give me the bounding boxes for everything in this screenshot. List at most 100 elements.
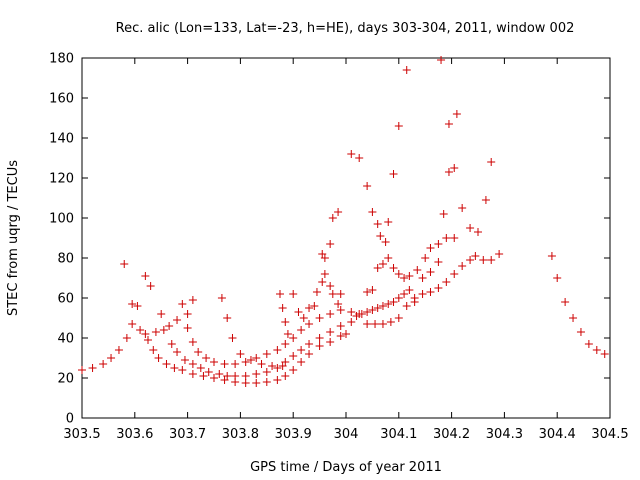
data-point-133 xyxy=(394,122,403,130)
data-point-31 xyxy=(315,342,324,350)
data-point-71 xyxy=(252,370,261,378)
data-point-77 xyxy=(305,340,314,348)
x-tick-label: 304 xyxy=(334,427,359,442)
data-point-149 xyxy=(363,288,372,296)
data-point-65 xyxy=(196,364,205,372)
data-point-177 xyxy=(426,268,435,276)
data-point-120 xyxy=(389,298,398,306)
data-point-180 xyxy=(444,168,453,176)
data-point-167 xyxy=(481,196,490,204)
data-point-192 xyxy=(600,350,609,358)
data-point-176 xyxy=(418,274,427,282)
data-point-38 xyxy=(165,322,174,330)
data-point-33 xyxy=(336,332,345,340)
data-point-132 xyxy=(389,170,398,178)
data-point-15 xyxy=(162,360,171,368)
data-point-18 xyxy=(188,370,197,378)
x-tick-label: 303.7 xyxy=(169,427,206,442)
data-point-30 xyxy=(305,350,314,358)
data-point-7 xyxy=(128,300,137,308)
data-point-62 xyxy=(173,348,182,356)
data-point-190 xyxy=(584,340,593,348)
x-tick-label: 303.8 xyxy=(222,427,259,442)
data-point-64 xyxy=(188,360,197,368)
data-point-155 xyxy=(394,270,403,278)
data-point-108 xyxy=(328,214,337,222)
data-point-184 xyxy=(437,56,446,64)
data-point-81 xyxy=(188,296,197,304)
data-point-60 xyxy=(157,310,166,318)
data-point-104 xyxy=(334,300,343,308)
data-point-20 xyxy=(210,374,218,382)
data-point-126 xyxy=(363,182,372,190)
data-point-101 xyxy=(320,270,329,278)
data-point-70 xyxy=(241,372,250,380)
data-point-3 xyxy=(107,354,116,362)
x-tick-label: 304.4 xyxy=(539,427,576,442)
data-point-171 xyxy=(378,320,387,328)
data-point-12 xyxy=(144,336,152,344)
data-point-48 xyxy=(231,360,240,368)
data-point-161 xyxy=(434,240,443,248)
data-point-127 xyxy=(368,208,377,216)
x-tick-label: 303.5 xyxy=(63,427,100,442)
data-point-36 xyxy=(151,328,160,336)
x-axis-label: GPS time / Days of year 2011 xyxy=(250,460,442,475)
x-tick-label: 304.3 xyxy=(486,427,523,442)
data-point-55 xyxy=(297,326,306,334)
data-point-153 xyxy=(384,254,393,262)
data-point-178 xyxy=(434,258,443,266)
data-point-134 xyxy=(402,66,411,74)
data-point-106 xyxy=(320,254,329,262)
data-point-32 xyxy=(326,338,335,346)
data-point-174 xyxy=(402,302,411,310)
y-tick-label: 140 xyxy=(49,132,74,147)
y-tick-label: 120 xyxy=(49,172,74,187)
data-point-93 xyxy=(283,330,292,338)
data-point-162 xyxy=(442,234,451,242)
data-point-156 xyxy=(400,274,409,282)
data-point-54 xyxy=(289,334,298,342)
data-point-56 xyxy=(305,320,314,328)
data-point-6 xyxy=(120,260,129,268)
data-point-166 xyxy=(474,228,482,236)
y-axis: 0 20 40 60 80 100 120 140 160 180 xyxy=(49,52,610,427)
y-tick-label: 180 xyxy=(49,52,74,67)
data-point-147 xyxy=(347,308,356,316)
data-point-37 xyxy=(159,326,168,334)
data-point-163 xyxy=(450,234,459,242)
data-point-53 xyxy=(281,340,290,348)
data-point-40 xyxy=(178,300,187,308)
data-point-99 xyxy=(312,288,321,296)
data-point-107 xyxy=(326,240,335,248)
data-point-124 xyxy=(347,150,356,158)
data-point-91 xyxy=(278,304,287,312)
data-point-175 xyxy=(410,298,419,306)
data-point-43 xyxy=(188,338,197,346)
data-point-96 xyxy=(299,314,308,322)
data-point-179 xyxy=(439,210,448,218)
y-tick-label: 20 xyxy=(57,372,74,387)
x-tick-label: 304.2 xyxy=(433,427,470,442)
data-point-26 xyxy=(273,376,282,384)
data-point-57 xyxy=(315,314,324,322)
data-point-140 xyxy=(450,270,459,278)
data-point-78 xyxy=(315,334,324,342)
data-point-34 xyxy=(141,272,150,280)
data-point-97 xyxy=(305,304,314,312)
data-point-59 xyxy=(336,306,345,314)
y-tick-label: 40 xyxy=(57,332,74,347)
data-point-136 xyxy=(418,290,427,298)
y-tick-label: 0 xyxy=(66,412,74,427)
data-point-169 xyxy=(363,320,372,328)
data-point-111 xyxy=(342,330,350,338)
data-point-19 xyxy=(199,372,208,380)
data-point-188 xyxy=(569,314,578,322)
data-point-187 xyxy=(561,298,570,306)
x-tick-label: 303.9 xyxy=(275,427,312,442)
x-axis: 303.5 303.6 303.7 303.8 303.9 304 304.1 304.2 30… xyxy=(63,58,629,442)
data-point-121 xyxy=(394,294,403,302)
data-point-17 xyxy=(178,366,187,374)
data-point-123 xyxy=(405,286,414,294)
